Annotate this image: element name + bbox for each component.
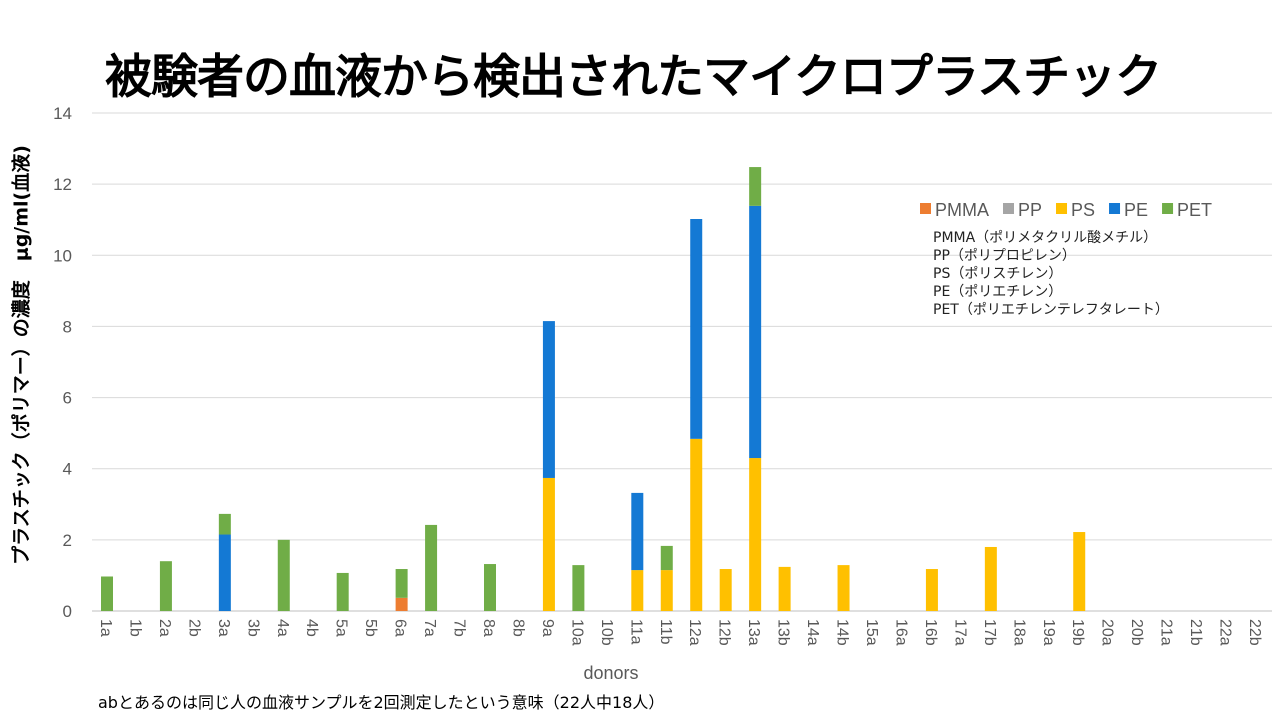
x-tick-label: 22b xyxy=(1246,619,1263,646)
y-tick-label: 8 xyxy=(63,317,72,336)
bar-ps-11a xyxy=(631,570,644,611)
x-tick-label: 8b xyxy=(509,619,526,637)
legend-label-pp: PP xyxy=(1018,200,1042,220)
note-pet: PET（ポリエチレンテレフタレート） xyxy=(933,302,1169,318)
bar-pet-6a xyxy=(395,569,408,598)
legend-label-pmma: PMMA xyxy=(935,200,989,220)
y-tick-label: 6 xyxy=(63,389,72,408)
bar-pet-4a xyxy=(277,539,290,611)
y-tick-label: 12 xyxy=(53,175,72,194)
x-tick-label: 10a xyxy=(568,619,585,646)
bar-ps-19b xyxy=(1073,532,1086,611)
bar-pet-1a xyxy=(101,576,113,611)
x-axis-title: donors xyxy=(583,663,638,683)
bar-pet-8a xyxy=(484,564,496,611)
x-tick-label: 14a xyxy=(804,619,821,646)
bar-pet-3a xyxy=(218,513,231,535)
bar-pe-11a xyxy=(631,492,644,571)
x-tick-label: 18a xyxy=(1010,619,1027,646)
legend-label-pe: PE xyxy=(1124,200,1148,220)
legend-swatch-pp xyxy=(1003,203,1014,214)
x-tick-label: 5a xyxy=(333,619,350,637)
note-ps: PS（ポリスチレン） xyxy=(933,266,1063,282)
x-tick-label: 12b xyxy=(716,619,733,646)
x-tick-label: 12a xyxy=(686,619,703,646)
x-tick-label: 1a xyxy=(97,619,114,637)
bar-pet-11b xyxy=(660,545,673,571)
x-tick-label: 22a xyxy=(1217,619,1234,646)
bar-ps-16b xyxy=(925,569,938,611)
x-tick-label: 1b xyxy=(126,619,143,637)
x-tick-label: 10b xyxy=(598,619,615,646)
x-tick-label: 15a xyxy=(863,619,880,646)
y-tick-label: 14 xyxy=(53,104,72,123)
bar-pe-9a xyxy=(542,321,555,478)
legend-label-ps: PS xyxy=(1071,200,1095,220)
bar-pet-2a xyxy=(159,561,172,611)
bar-ps-11b xyxy=(660,570,673,611)
x-tick-label: 11a xyxy=(627,619,644,645)
legend-swatch-pe xyxy=(1109,203,1121,214)
x-tick-label: 2a xyxy=(156,619,173,637)
x-tick-label: 16a xyxy=(892,619,909,646)
legend-swatch-pet xyxy=(1162,203,1174,214)
x-tick-label: 17a xyxy=(951,619,968,646)
x-tick-label: 3a xyxy=(215,619,232,637)
x-tick-label: 2b xyxy=(185,619,202,637)
x-tick-label: 4a xyxy=(274,619,291,637)
x-tick-label: 4b xyxy=(303,619,320,637)
x-tick-label: 20b xyxy=(1128,619,1145,646)
bar-pet-10a xyxy=(572,565,585,611)
bar-ps-17b xyxy=(984,546,997,611)
bar-pe-12a xyxy=(690,219,703,439)
y-tick-label: 4 xyxy=(63,460,72,479)
bar-ps-12a xyxy=(690,438,703,611)
legend-swatch-ps xyxy=(1056,203,1068,214)
y-tick-label: 0 xyxy=(63,602,72,621)
x-tick-label: 9a xyxy=(539,619,556,637)
note-pe: PE（ポリエチレン） xyxy=(933,284,1063,300)
note-pmma: PMMA（ポリメタクリル酸メチル） xyxy=(933,230,1158,246)
bar-pe-3a xyxy=(218,534,231,611)
bar-pe-13a xyxy=(749,205,762,459)
x-tick-label: 17b xyxy=(981,619,998,646)
y-tick-label: 2 xyxy=(63,531,72,550)
y-tick-label: 10 xyxy=(53,246,72,265)
polymer-notes: PMMA（ポリメタクリル酸メチル） PP（ポリプロピレン） PS（ポリスチレン）… xyxy=(933,229,1169,319)
footnote: abとあるのは同じ人の血液サンプルを2回測定したという意味（22人中18人） xyxy=(98,693,665,712)
bar-ps-13b xyxy=(778,566,791,611)
x-tick-label: 19a xyxy=(1040,619,1057,646)
bar-pet-5a xyxy=(336,572,349,611)
legend-swatch-pmma xyxy=(920,203,931,214)
legend-label-pet: PET xyxy=(1177,200,1212,220)
x-tick-label: 8a xyxy=(480,619,497,637)
bar-pmma-6a xyxy=(395,597,408,611)
x-tick-label: 7a xyxy=(421,619,438,637)
x-tick-label: 6a xyxy=(392,619,409,637)
x-tick-label: 11b xyxy=(657,619,674,645)
x-tick-label: 14b xyxy=(834,619,851,646)
bar-pet-13a xyxy=(749,167,762,206)
bar-ps-9a xyxy=(542,477,555,611)
x-tick-label: 19b xyxy=(1069,619,1086,646)
x-tick-label: 13a xyxy=(745,619,762,646)
bar-ps-13a xyxy=(749,458,762,611)
x-tick-label: 13b xyxy=(775,619,792,646)
x-tick-label: 20a xyxy=(1099,619,1116,646)
x-tick-label: 5b xyxy=(362,619,379,637)
x-tick-label: 21b xyxy=(1187,619,1204,646)
bar-pet-7a xyxy=(425,524,438,611)
note-pp: PP（ポリプロピレン） xyxy=(933,248,1076,264)
bar-ps-14b xyxy=(837,565,850,611)
x-tick-label: 7b xyxy=(451,619,468,637)
x-tick-label: 21a xyxy=(1158,619,1175,646)
x-tick-label: 16b xyxy=(922,619,939,646)
slide-title: 被験者の血液から検出されたマイクロプラスチック xyxy=(105,50,1162,105)
x-tick-label: 3b xyxy=(244,619,261,637)
bar-ps-12b xyxy=(719,569,732,611)
